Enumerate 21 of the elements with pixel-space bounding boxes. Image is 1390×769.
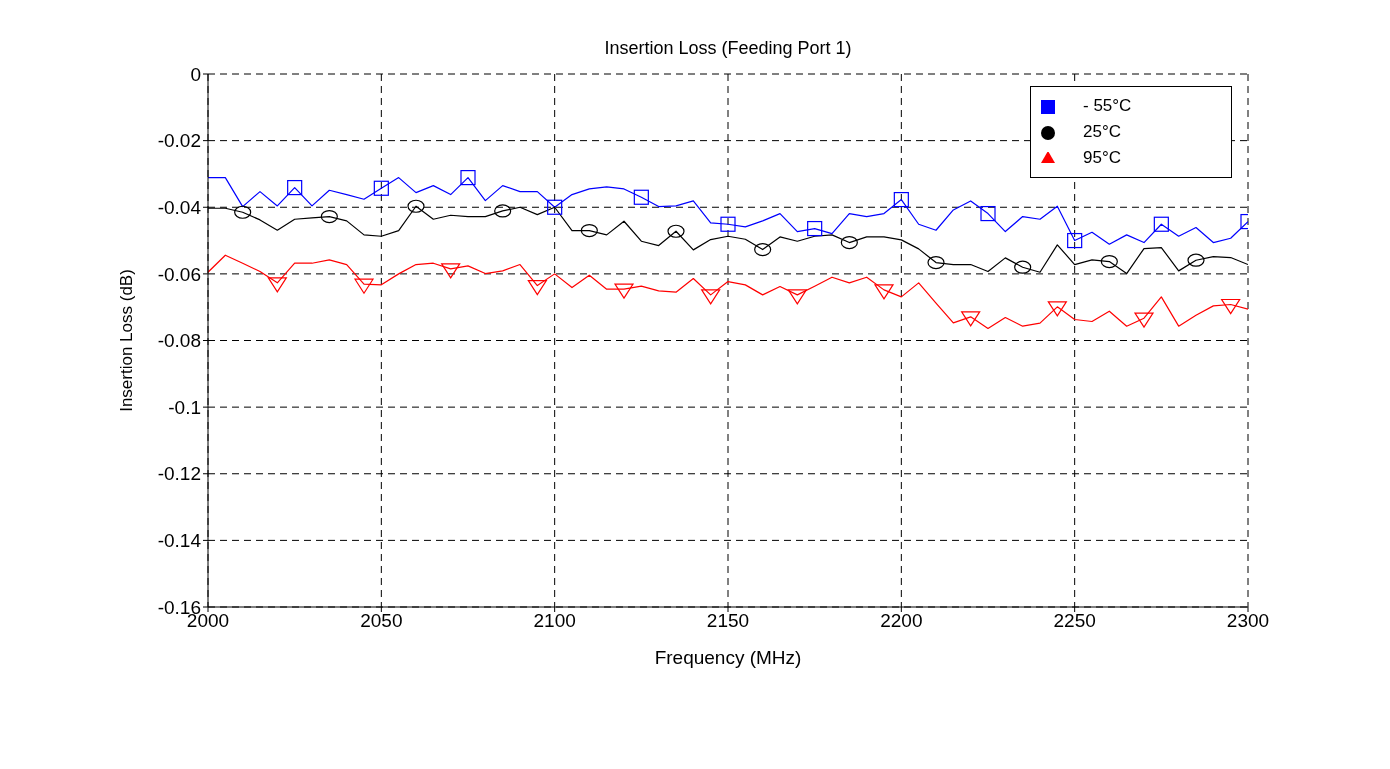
y-tick-label: -0.1 xyxy=(168,396,201,418)
x-tick-label: 2200 xyxy=(880,610,923,632)
y-tick-label: -0.08 xyxy=(157,330,201,352)
legend-label: - 55°C xyxy=(1083,96,1132,115)
y-axis-title: Insertion Loss (dB) xyxy=(117,269,137,412)
x-tick-label: 2250 xyxy=(1053,610,1096,632)
legend-label: 25°C xyxy=(1083,122,1121,141)
y-tick-label: 0 xyxy=(190,63,201,85)
y-tick-label: -0.04 xyxy=(157,196,202,218)
legend-label: 95°C xyxy=(1083,148,1121,167)
y-tick-label: -0.02 xyxy=(157,130,201,152)
x-tick-label: 2300 xyxy=(1226,610,1270,632)
y-tick-label: -0.12 xyxy=(157,463,201,485)
line-series xyxy=(208,254,1248,330)
x-tick-label: 2100 xyxy=(533,610,576,632)
chart-title: Insertion Loss (Feeding Port 1) xyxy=(603,38,853,59)
x-tick-label: 2050 xyxy=(360,610,403,632)
x-tick-label: 2150 xyxy=(706,610,750,632)
y-tick-label: -0.14 xyxy=(157,530,202,552)
x-axis-title: Frequency (MHz) xyxy=(654,647,802,668)
y-tick-label: -0.06 xyxy=(157,263,201,285)
